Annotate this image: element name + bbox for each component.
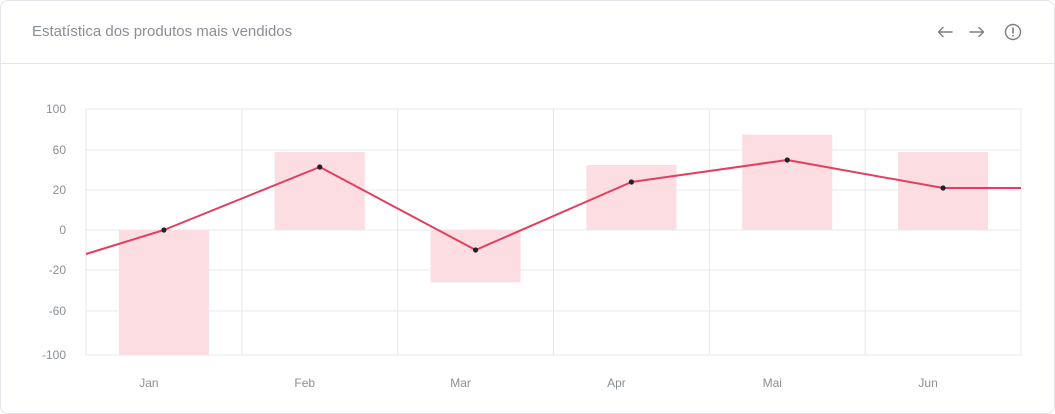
arrow-left-icon[interactable] [934,21,956,43]
line-point [628,179,635,185]
line-point [784,157,790,163]
x-tick-label: Jun [918,376,937,390]
line-series [85,159,1021,255]
x-tick-label: Mai [763,376,782,390]
line-point [472,247,479,253]
y-tick-label: 20 [53,183,67,197]
y-tick-label: -20 [49,263,67,277]
x-tick-label: Mar [450,376,471,390]
bar [898,152,989,230]
line-point [161,227,167,233]
card-header: Estatística dos produtos mais vendidos [1,1,1054,64]
y-tick-label: 100 [46,102,66,116]
bar [586,165,677,230]
bar [430,230,521,283]
bar [742,134,833,230]
y-tick-label: 60 [53,143,67,157]
line-point [940,185,946,191]
x-tick-label: Feb [294,376,315,390]
header-actions [934,21,1024,43]
bar [118,230,209,355]
info-circle-icon[interactable] [1002,21,1024,43]
y-tick-label: -60 [49,304,67,318]
arrow-right-icon[interactable] [966,21,988,43]
x-tick-label: Apr [607,376,626,390]
bar [274,152,365,230]
card-title: Estatística dos produtos mais vendidos [32,23,293,40]
line-point [317,164,323,170]
x-tick-label: Jan [139,376,158,390]
y-tick-label: -100 [42,348,66,362]
y-tick-label: 0 [59,223,66,237]
